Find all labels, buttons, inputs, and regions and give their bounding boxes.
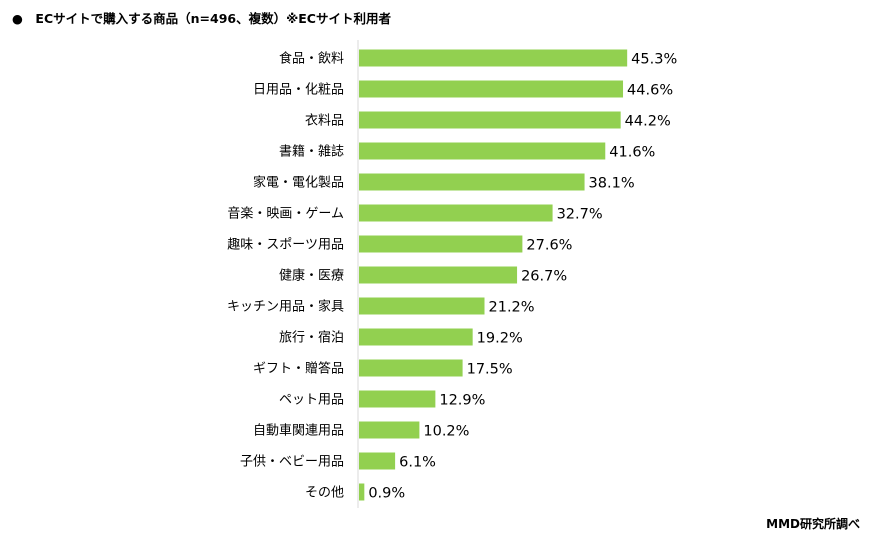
category-label: 健康・医療 — [279, 268, 344, 284]
data-label: 44.6% — [627, 83, 673, 99]
data-label: 17.5% — [467, 362, 513, 378]
category-label: 書籍・雑誌 — [279, 144, 344, 160]
data-label: 32.7% — [557, 207, 603, 223]
data-label: 10.2% — [423, 424, 469, 440]
category-label: その他 — [305, 486, 344, 501]
bar — [359, 111, 621, 129]
data-label: 27.6% — [526, 238, 572, 254]
category-label: 日用品・化粧品 — [253, 83, 344, 98]
category-label: 旅行・宿泊 — [279, 330, 344, 346]
data-label: 6.1% — [399, 455, 436, 471]
bar — [359, 235, 523, 253]
bar — [359, 142, 606, 160]
source-label: MMD研究所調べ — [766, 517, 860, 531]
data-label: 41.6% — [609, 145, 655, 161]
bar — [359, 390, 436, 408]
bar — [359, 204, 553, 222]
category-label: 趣味・スポーツ用品 — [227, 238, 344, 253]
data-label: 21.2% — [489, 300, 535, 316]
bar — [359, 452, 396, 470]
bar — [359, 49, 628, 67]
bar — [359, 266, 518, 284]
bar — [359, 421, 420, 439]
data-label: 44.2% — [625, 114, 671, 130]
bar — [359, 483, 365, 501]
bar — [359, 173, 585, 191]
chart-title: ● ECサイトで購入する商品（n=496、複数）※ECサイト利用者 — [12, 11, 391, 26]
bar — [359, 80, 624, 98]
category-label: 音楽・映画・ゲーム — [227, 206, 344, 222]
category-label: 食品・飲料 — [279, 51, 344, 67]
category-label: 自動車関連用品 — [253, 424, 344, 439]
category-label: 家電・電化製品 — [253, 175, 344, 191]
data-label: 0.9% — [368, 486, 405, 502]
data-label: 12.9% — [439, 393, 485, 409]
category-label: 子供・ベビー用品 — [240, 455, 344, 470]
bar — [359, 297, 485, 315]
data-label: 26.7% — [521, 269, 567, 285]
data-label: 38.1% — [589, 176, 635, 192]
data-label: 19.2% — [477, 331, 523, 347]
bar — [359, 359, 463, 377]
category-label: 衣料品 — [305, 113, 344, 129]
bar — [359, 328, 473, 346]
category-label: ペット用品 — [279, 393, 344, 408]
category-label: キッチン用品・家具 — [227, 299, 344, 315]
category-label: ギフト・贈答品 — [253, 361, 344, 377]
data-label: 45.3% — [631, 52, 677, 68]
